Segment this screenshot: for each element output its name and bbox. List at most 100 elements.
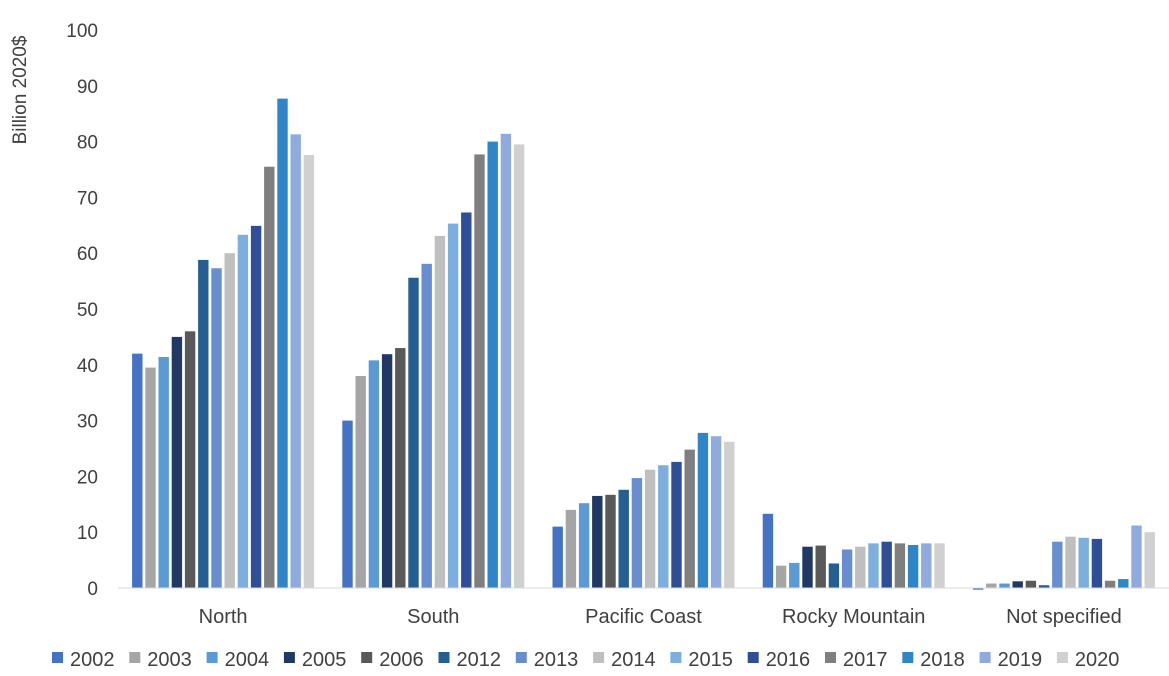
legend-swatch (283, 652, 295, 663)
legend-swatch (52, 652, 63, 663)
category-label: Not specified (1006, 606, 1122, 628)
legend: 2002 2003 2004 2005 2006 2012 2013 2014 2015 2016… (52, 649, 1119, 671)
bar-2016 (881, 541, 892, 588)
bar-2020 (934, 543, 945, 588)
y-tick-label: 30 (77, 412, 98, 433)
bar-2005 (381, 354, 393, 588)
legend-swatch (206, 652, 218, 663)
legend-swatch (902, 652, 914, 663)
category-labels: North South Pacific Coast Rocky Mountain Not… (199, 606, 1122, 628)
bar-2002 (552, 526, 563, 588)
bar-2017 (264, 166, 275, 588)
legend-label: 2017 (843, 649, 888, 671)
bar-2013 (631, 478, 643, 588)
category-label: Pacific Coast (585, 606, 702, 628)
legend-label: 2020 (1075, 649, 1120, 671)
bar-2002 (762, 513, 774, 588)
y-tick-label: 10 (77, 523, 98, 544)
legend-label: 2016 (766, 649, 811, 671)
bar-2004 (578, 503, 590, 588)
bar-2004 (368, 360, 380, 588)
legend-label: 2014 (611, 649, 656, 671)
y-tick-label: 70 (77, 188, 98, 209)
bar-2019 (290, 134, 301, 588)
legend-label: 2003 (147, 649, 192, 671)
y-axis-title: Billion 2020$ (10, 35, 31, 144)
bar-2018 (697, 432, 709, 588)
y-tick-label: 20 (77, 467, 98, 488)
legend-label: 2013 (534, 649, 579, 671)
bar-2012 (1038, 585, 1050, 588)
y-axis-ticks: 0 10 20 30 40 50 60 70 80 90 100 (66, 21, 98, 600)
bar-2013 (841, 549, 853, 588)
legend-swatch (438, 652, 450, 663)
bar-2015 (658, 465, 669, 588)
bar-2020 (724, 441, 735, 588)
legend-swatch (1056, 652, 1068, 663)
bar-2004 (158, 356, 169, 588)
y-tick-label: 60 (77, 244, 98, 265)
legend-label: 2012 (457, 649, 502, 671)
bar-2012 (198, 259, 209, 588)
legend-label: 2002 (70, 649, 115, 671)
bar-2016 (461, 212, 472, 588)
bar-2014 (434, 235, 446, 588)
bar-2006 (605, 494, 616, 588)
y-tick-label: 90 (77, 77, 98, 98)
legend-swatch (670, 652, 682, 663)
bar-2003 (986, 583, 997, 588)
bar-2002 (972, 588, 984, 590)
bar-2003 (355, 375, 366, 588)
bar-2003 (565, 509, 577, 588)
bar-2013 (1052, 541, 1063, 588)
bar-2004 (789, 562, 800, 588)
legend-label: 2005 (302, 649, 347, 671)
bar-2002 (132, 353, 143, 588)
y-tick-label: 100 (66, 21, 98, 42)
bar-2012 (828, 563, 840, 588)
legend-label: 2015 (688, 649, 733, 671)
bar-2017 (894, 543, 906, 588)
bar-2020 (513, 144, 525, 588)
legend-swatch (515, 652, 527, 663)
legend-swatch (825, 652, 836, 663)
bar-2019 (1131, 525, 1142, 588)
bar-2006 (184, 331, 196, 588)
bar-2020 (1144, 532, 1155, 588)
bar-2016 (250, 225, 262, 589)
bar-2012 (618, 489, 629, 588)
bar-2005 (1012, 581, 1023, 588)
bar-2020 (303, 154, 315, 589)
bar-2002 (342, 420, 353, 588)
bar-2016 (671, 461, 682, 588)
bar-2004 (999, 583, 1010, 588)
bar-2016 (1091, 538, 1103, 588)
y-tick-label: 80 (77, 133, 98, 154)
bar-2006 (815, 545, 826, 588)
bar-2003 (145, 367, 156, 588)
legend-label: 2004 (225, 649, 270, 671)
bar-2015 (1078, 537, 1089, 588)
legend-label: 2018 (920, 649, 965, 671)
y-tick-label: 40 (77, 356, 98, 377)
bar-2015 (237, 234, 249, 589)
legend-label: 2019 (998, 649, 1043, 671)
legend-swatch (361, 652, 373, 663)
bar-2018 (1118, 579, 1129, 588)
bar-2017 (1104, 580, 1116, 588)
bar-2015 (447, 223, 459, 588)
category-label: North (199, 606, 248, 628)
bar-2013 (421, 263, 432, 588)
bar-2015 (868, 543, 879, 588)
bar-2017 (474, 154, 485, 588)
legend-swatch (129, 652, 141, 663)
bar-2003 (775, 565, 787, 588)
bar-2014 (1065, 536, 1076, 588)
bar-2005 (592, 495, 603, 588)
bar-2012 (408, 277, 419, 588)
y-tick-label: 50 (77, 300, 98, 321)
bar-2017 (684, 449, 695, 588)
bar-2018 (907, 545, 919, 588)
